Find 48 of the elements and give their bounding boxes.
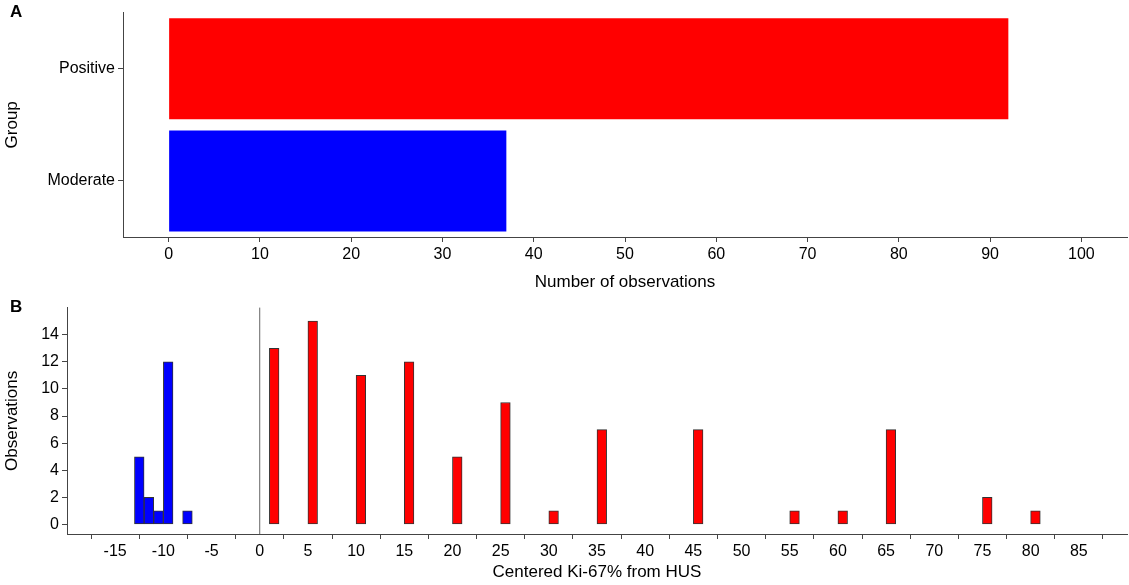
x-tick-label: 60 [707, 245, 726, 263]
y-tick-label: 12 [41, 352, 60, 370]
x-tick-label: 0 [255, 542, 265, 560]
x-tick-label: 70 [925, 542, 944, 560]
x-tick-label: 80 [889, 245, 908, 263]
y-tick-label: 4 [50, 460, 60, 478]
x-tick-label: 40 [636, 542, 655, 560]
x-tick-label: 85 [1069, 542, 1088, 560]
y-axis-title: Group [1, 101, 21, 149]
text: B [10, 297, 23, 317]
x-tick-label: 45 [684, 542, 703, 560]
x-tick-label: 30 [433, 245, 452, 263]
x-tick-label: 65 [877, 542, 896, 560]
y-tick-label: 6 [50, 433, 60, 451]
x-tick-label: 75 [973, 542, 992, 560]
x-tick-label: 90 [981, 245, 1000, 263]
y-tick-label: 10 [41, 379, 60, 397]
x-axis-title: Centered Ki-67% from HUS [492, 562, 702, 582]
x-tick-label: 35 [588, 542, 606, 560]
y-tick-label: Moderate [47, 171, 116, 189]
text: A [10, 2, 23, 22]
y-axis-title: Observations [1, 370, 21, 471]
y-tick-label: 14 [41, 325, 60, 343]
x-tick-label: 5 [303, 542, 313, 560]
x-tick-label: 0 [164, 245, 174, 263]
x-tick-label: -15 [103, 542, 127, 560]
y-tick-label: Positive [58, 59, 116, 77]
y-tick-label: 8 [50, 406, 60, 424]
x-tick-label: 70 [798, 245, 817, 263]
x-tick-label: 80 [1021, 542, 1040, 560]
x-axis-title: Number of observations [534, 272, 716, 292]
x-tick-label: 10 [251, 245, 269, 263]
x-tick-label: 10 [347, 542, 366, 560]
x-tick-label: 20 [443, 542, 462, 560]
x-tick-label: 30 [539, 542, 558, 560]
x-tick-label: 50 [732, 542, 751, 560]
y-tick-label: 0 [50, 514, 60, 532]
x-tick-label: 100 [1068, 245, 1095, 263]
x-tick-label: 60 [829, 542, 847, 560]
x-tick-label: 55 [780, 542, 799, 560]
x-tick-label: 20 [342, 245, 361, 263]
x-tick-label: 50 [616, 245, 634, 263]
y-tick-label: 2 [50, 487, 60, 505]
x-tick-label: 40 [524, 245, 543, 263]
x-tick-label: -5 [204, 542, 219, 560]
x-tick-label: 15 [395, 542, 414, 560]
x-tick-label: 25 [491, 542, 510, 560]
x-tick-label: -10 [151, 542, 176, 560]
